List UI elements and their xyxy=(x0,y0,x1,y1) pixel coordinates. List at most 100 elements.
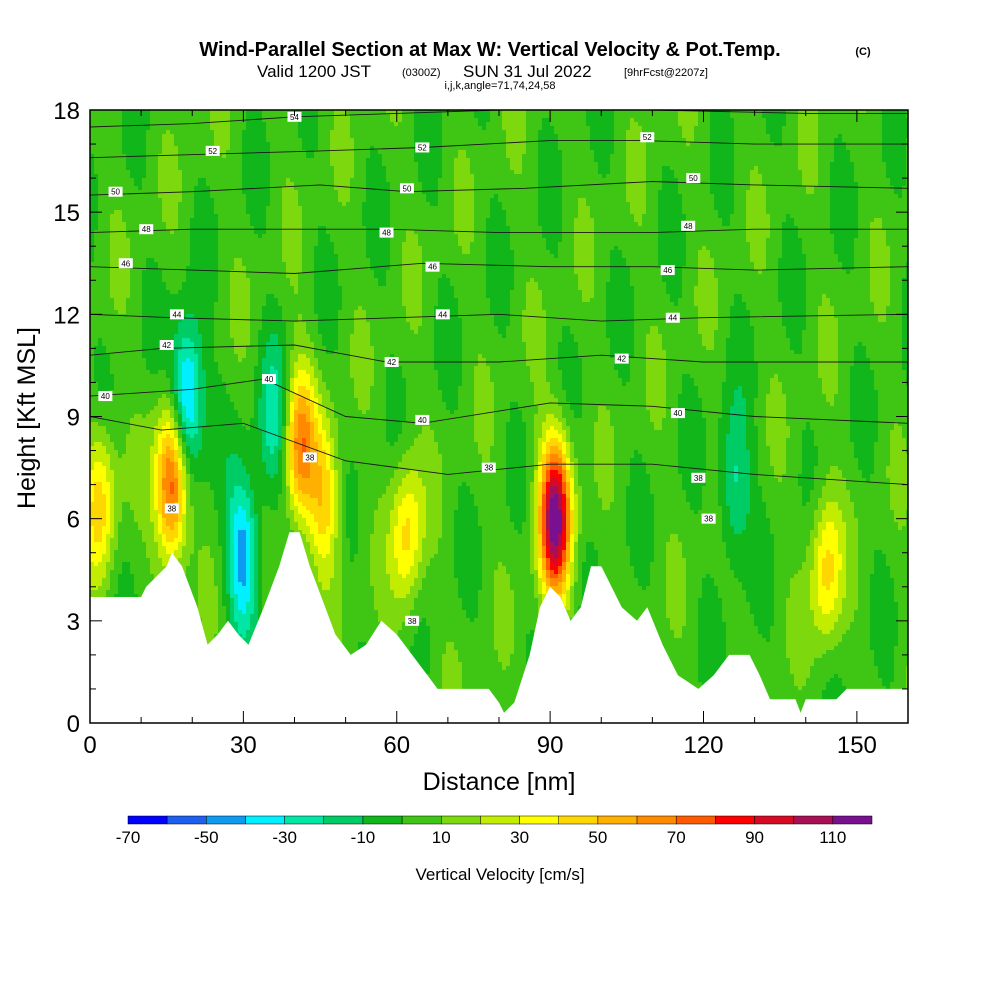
velocity-cell xyxy=(162,458,167,463)
velocity-cell xyxy=(154,486,159,491)
velocity-cell xyxy=(182,522,187,527)
velocity-cell xyxy=(122,366,127,371)
velocity-cell xyxy=(90,154,95,159)
velocity-cell xyxy=(210,130,215,135)
velocity-cell xyxy=(130,230,135,235)
velocity-cell xyxy=(126,554,131,559)
velocity-cell xyxy=(158,506,163,511)
velocity-cell xyxy=(186,490,191,495)
velocity-cell xyxy=(214,494,219,499)
velocity-cell xyxy=(170,158,175,163)
velocity-cell xyxy=(214,346,219,351)
velocity-cell xyxy=(174,522,179,527)
velocity-cell xyxy=(142,534,147,539)
velocity-cell xyxy=(170,270,175,275)
velocity-cell xyxy=(106,374,111,379)
velocity-cell xyxy=(166,142,171,147)
velocity-cell xyxy=(138,390,143,395)
velocity-cell xyxy=(210,126,215,131)
velocity-cell xyxy=(142,470,147,475)
velocity-cell xyxy=(154,334,159,339)
velocity-cell xyxy=(194,422,199,427)
velocity-cell xyxy=(218,162,223,167)
velocity-cell xyxy=(166,234,171,239)
velocity-cell xyxy=(158,394,163,399)
velocity-cell xyxy=(98,450,103,455)
velocity-cell xyxy=(210,394,215,399)
velocity-cell xyxy=(186,234,191,239)
velocity-cell xyxy=(122,294,127,299)
velocity-cell xyxy=(118,430,123,435)
velocity-cell xyxy=(146,326,151,331)
velocity-cell xyxy=(110,266,115,271)
velocity-cell xyxy=(190,586,195,591)
velocity-cell xyxy=(114,110,119,115)
velocity-cell xyxy=(142,242,147,247)
velocity-cell xyxy=(194,414,199,419)
velocity-cell xyxy=(150,386,155,391)
velocity-cell xyxy=(158,454,163,459)
velocity-cell xyxy=(106,190,111,195)
velocity-cell xyxy=(130,330,135,335)
velocity-cell xyxy=(110,446,115,451)
velocity-cell xyxy=(162,550,167,555)
velocity-cell xyxy=(90,322,95,327)
velocity-cell xyxy=(218,282,223,287)
velocity-cell xyxy=(166,386,171,391)
velocity-cell xyxy=(126,562,131,567)
velocity-cell xyxy=(218,142,223,147)
velocity-cell xyxy=(202,510,207,515)
velocity-cell xyxy=(170,246,175,251)
velocity-cell xyxy=(126,582,131,587)
velocity-cell xyxy=(138,286,143,291)
velocity-cell xyxy=(130,114,135,119)
velocity-cell xyxy=(166,238,171,243)
velocity-cell xyxy=(98,366,103,371)
velocity-cell xyxy=(214,382,219,387)
velocity-cell xyxy=(186,362,191,367)
velocity-cell xyxy=(170,426,175,431)
velocity-cell xyxy=(130,234,135,239)
velocity-cell xyxy=(190,486,195,491)
velocity-cell xyxy=(106,498,111,503)
velocity-cell xyxy=(194,158,199,163)
velocity-cell xyxy=(206,570,211,575)
velocity-cell xyxy=(126,182,131,187)
velocity-cell xyxy=(130,398,135,403)
velocity-cell xyxy=(190,398,195,403)
velocity-cell xyxy=(138,554,143,559)
velocity-cell xyxy=(150,158,155,163)
velocity-cell xyxy=(210,370,215,375)
velocity-cell xyxy=(162,398,167,403)
velocity-cell xyxy=(118,270,123,275)
velocity-cell xyxy=(118,474,123,479)
velocity-cell xyxy=(174,434,179,439)
velocity-cell xyxy=(174,342,179,347)
velocity-cell xyxy=(190,426,195,431)
velocity-cell xyxy=(134,318,139,323)
velocity-cell xyxy=(206,574,211,579)
velocity-cell xyxy=(110,490,115,495)
velocity-cell xyxy=(162,242,167,247)
velocity-cell xyxy=(202,150,207,155)
velocity-cell xyxy=(174,182,179,187)
velocity-cell xyxy=(194,382,199,387)
velocity-cell xyxy=(154,518,159,523)
velocity-cell xyxy=(194,214,199,219)
velocity-cell xyxy=(186,534,191,539)
velocity-cell xyxy=(130,382,135,387)
velocity-cell xyxy=(94,442,99,447)
velocity-cell xyxy=(206,490,211,495)
velocity-cell xyxy=(130,138,135,143)
velocity-cell xyxy=(134,214,139,219)
velocity-cell xyxy=(174,110,179,115)
velocity-cell xyxy=(202,450,207,455)
velocity-cell xyxy=(194,174,199,179)
velocity-cell xyxy=(114,338,119,343)
velocity-cell xyxy=(206,330,211,335)
velocity-cell xyxy=(206,110,211,115)
velocity-cell xyxy=(190,350,195,355)
velocity-cell xyxy=(106,478,111,483)
velocity-cell xyxy=(166,486,171,491)
velocity-cell xyxy=(98,546,103,551)
